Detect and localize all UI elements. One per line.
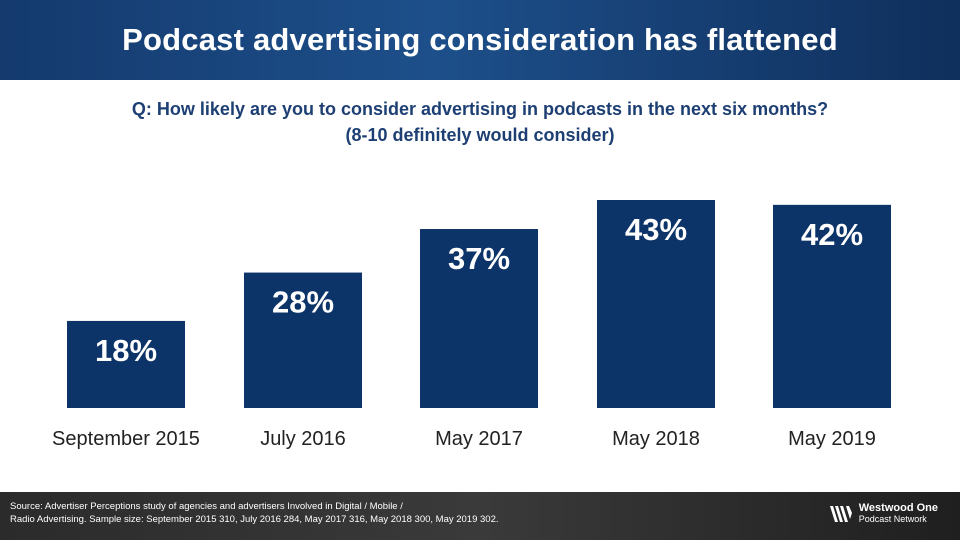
- source-line-2: Radio Advertising. Sample size: Septembe…: [10, 514, 499, 525]
- bar-5: [773, 204, 891, 408]
- source-note: Source: Advertiser Perceptions study of …: [10, 500, 499, 526]
- logo-subtitle: Podcast Network: [858, 514, 927, 524]
- bar-1: [67, 320, 185, 408]
- category-label-5: May 2019: [788, 428, 876, 450]
- title-banner: Podcast advertising consideration has fl…: [0, 0, 960, 80]
- survey-question: Q: How likely are you to consider advert…: [0, 96, 960, 148]
- bar-4: [597, 200, 715, 408]
- data-label-3: 37%: [448, 241, 510, 276]
- bar-chart: 18% September 2015 28% July 2016 37% May 2017…: [52, 200, 891, 450]
- category-label-1: September 2015: [52, 428, 200, 450]
- category-label-3: May 2017: [435, 428, 523, 450]
- data-label-1: 18%: [95, 333, 157, 368]
- logo-name: Westwood One: [858, 502, 938, 514]
- bar-3: [420, 229, 538, 408]
- data-label-4: 43%: [625, 212, 687, 247]
- bar-2: [244, 272, 362, 408]
- source-line-1: Source: Advertiser Perceptions study of …: [10, 501, 403, 512]
- category-label-2: July 2016: [260, 428, 346, 450]
- data-label-5: 42%: [801, 217, 863, 252]
- question-line-2: (8-10 definitely would consider): [345, 125, 615, 145]
- question-line-1: Q: How likely are you to consider advert…: [131, 99, 829, 119]
- footer-bar: Source: Advertiser Perceptions study of …: [0, 492, 960, 540]
- westwood-one-logo: Westwood One Podcast Network: [829, 503, 938, 525]
- page-title: Podcast advertising consideration has fl…: [122, 22, 838, 57]
- data-label-2: 28%: [272, 285, 334, 320]
- westwood-one-logo-icon: [829, 506, 852, 522]
- category-label-4: May 2018: [612, 428, 700, 450]
